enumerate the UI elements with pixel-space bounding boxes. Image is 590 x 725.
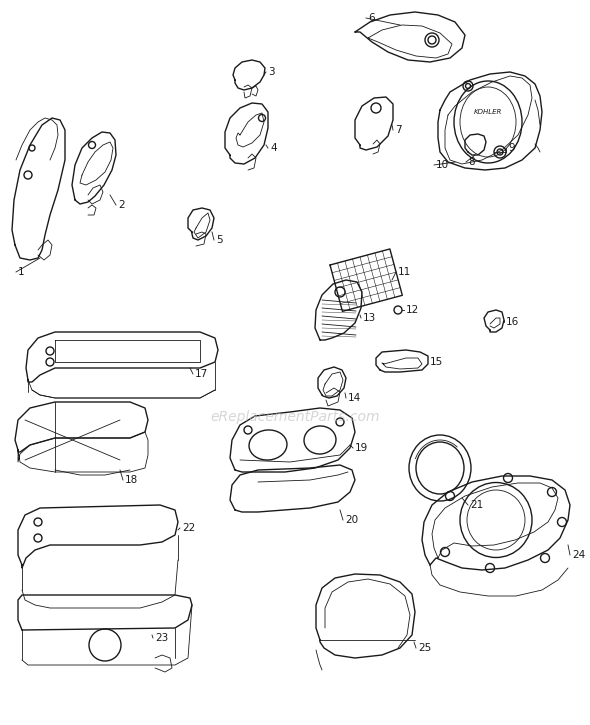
Text: 5: 5: [216, 235, 222, 245]
Text: 17: 17: [195, 369, 208, 379]
Text: 12: 12: [406, 305, 419, 315]
Text: 15: 15: [430, 357, 443, 367]
Text: 13: 13: [363, 313, 376, 323]
Text: 4: 4: [270, 143, 277, 153]
Text: 18: 18: [125, 475, 138, 485]
Text: 20: 20: [345, 515, 358, 525]
Text: 2: 2: [118, 200, 124, 210]
Text: 16: 16: [506, 317, 519, 327]
Text: eReplacementParts.com: eReplacementParts.com: [210, 410, 380, 424]
Text: 21: 21: [470, 500, 483, 510]
Text: 24: 24: [572, 550, 585, 560]
Text: 7: 7: [395, 125, 402, 135]
Text: 8: 8: [468, 157, 474, 167]
Text: KOHLER: KOHLER: [474, 109, 502, 115]
Text: 6: 6: [368, 13, 375, 23]
Text: 9: 9: [508, 143, 514, 153]
Text: 25: 25: [418, 643, 431, 653]
Text: 1: 1: [18, 267, 25, 277]
Text: 19: 19: [355, 443, 368, 453]
Text: 22: 22: [182, 523, 195, 533]
Text: 10: 10: [436, 160, 449, 170]
Text: 23: 23: [155, 633, 168, 643]
Text: 11: 11: [398, 267, 411, 277]
Text: 14: 14: [348, 393, 361, 403]
Text: 3: 3: [268, 67, 274, 77]
